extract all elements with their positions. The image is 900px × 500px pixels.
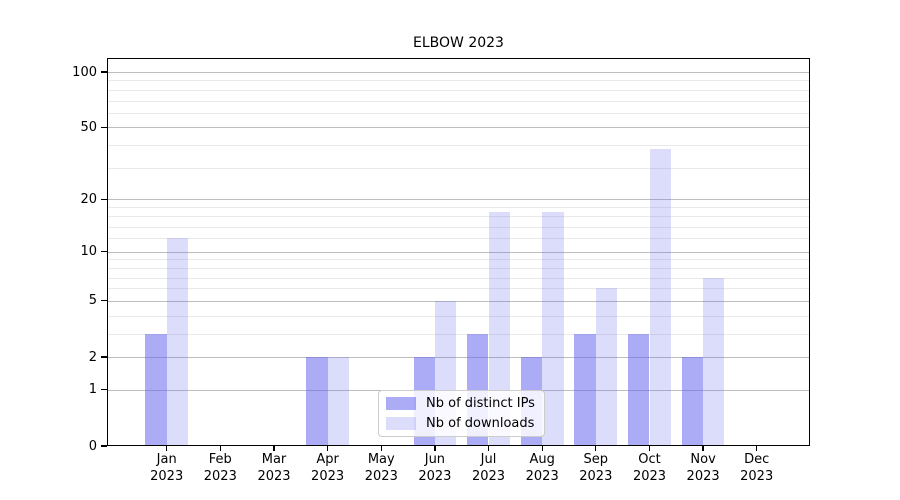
bar-distinct-ips-oct: [628, 333, 650, 446]
x-tick-label: Sep 2023: [579, 452, 613, 484]
gridline-minor: [107, 315, 810, 317]
y-tick-label: 100: [72, 64, 97, 80]
x-tick-label: May 2023: [364, 452, 398, 484]
x-tick-mark: [219, 446, 221, 451]
gridline-major: [107, 127, 810, 129]
chart-title: ELBOW 2023: [413, 35, 504, 51]
gridline-minor: [107, 89, 810, 91]
legend-label-distinct-ips: Nb of distinct IPs: [426, 395, 535, 411]
gridlines: [107, 58, 810, 446]
gridline-minor: [107, 238, 810, 240]
gridline-minor: [107, 259, 810, 261]
bar-downloads-jan: [166, 238, 189, 446]
bar-distinct-ips-apr: [306, 357, 328, 446]
x-tick-mark: [326, 446, 329, 451]
x-tick-mark: [702, 446, 704, 451]
x-tick-label: Jul 2023: [471, 452, 506, 484]
x-tick-label: Jan 2023: [150, 452, 184, 484]
x-tick-label: Apr 2023: [311, 452, 345, 484]
gridline-major: [107, 199, 810, 201]
x-tick-label: Jun 2023: [418, 452, 452, 484]
gridline-minor: [107, 80, 810, 82]
gridline-minor: [107, 333, 810, 335]
gridline-major: [107, 72, 810, 73]
legend: Nb of distinct IPs Nb of downloads: [378, 390, 545, 437]
gridline-minor: [107, 167, 810, 169]
x-tick-mark: [380, 446, 382, 451]
gridline-minor: [107, 112, 810, 114]
bar-downloads-oct: [649, 149, 671, 446]
gridline-minor: [107, 207, 810, 209]
x-tick-label: Dec 2023: [740, 452, 774, 484]
y-tick-label: 50: [80, 119, 97, 135]
gridline-minor: [107, 277, 810, 279]
x-tick-mark: [595, 446, 597, 451]
x-tick-label: Aug 2023: [525, 452, 559, 484]
bar-downloads-jul: [488, 211, 510, 446]
gridline-minor: [107, 100, 810, 102]
x-tick-label: Feb 2023: [203, 452, 237, 484]
x-tick-mark: [166, 446, 168, 451]
y-tick-label: 0: [88, 438, 97, 454]
bar-downloads-nov: [703, 277, 725, 446]
gridline-major: [107, 357, 810, 358]
bar-distinct-ips-nov: [681, 357, 704, 446]
x-tick-mark: [756, 446, 758, 451]
legend-label-downloads: Nb of downloads: [426, 415, 535, 431]
x-tick-mark: [487, 446, 490, 451]
y-tick-label: 10: [80, 244, 97, 260]
x-tick-label: Nov 2023: [686, 452, 720, 484]
y-tick-label: 2: [88, 349, 97, 365]
bars: [107, 58, 810, 446]
x-tick-mark: [273, 446, 275, 451]
bar-distinct-ips-jan: [145, 333, 167, 446]
y-tick-label: 20: [80, 191, 97, 207]
legend-item-distinct-ips: Nb of distinct IPs: [386, 396, 544, 412]
bar-downloads-apr: [327, 357, 349, 446]
gridline-major: [107, 251, 810, 253]
gridline-minor: [107, 216, 810, 218]
gridline-minor: [107, 226, 810, 228]
y-tick-label: 5: [88, 293, 97, 309]
bar-distinct-ips-sep: [574, 333, 596, 446]
legend-swatch-downloads: [386, 417, 416, 430]
legend-item-downloads: Nb of downloads: [386, 416, 544, 432]
legend-swatch-distinct-ips: [386, 397, 416, 410]
bar-downloads-aug: [542, 211, 564, 446]
y-tick-label: 1: [88, 382, 97, 398]
x-tick-label: Mar 2023: [257, 452, 291, 484]
plot-area: Nb of distinct IPs Nb of downloads: [107, 58, 810, 446]
gridline-major: [107, 300, 810, 302]
gridline-minor: [107, 288, 810, 290]
x-tick-label: Oct 2023: [632, 452, 667, 484]
x-tick-mark: [648, 446, 651, 451]
gridline-minor: [107, 145, 810, 147]
x-tick-mark: [434, 446, 436, 451]
gridline-minor: [107, 267, 810, 269]
bar-downloads-sep: [595, 288, 618, 446]
x-tick-mark: [541, 446, 543, 451]
